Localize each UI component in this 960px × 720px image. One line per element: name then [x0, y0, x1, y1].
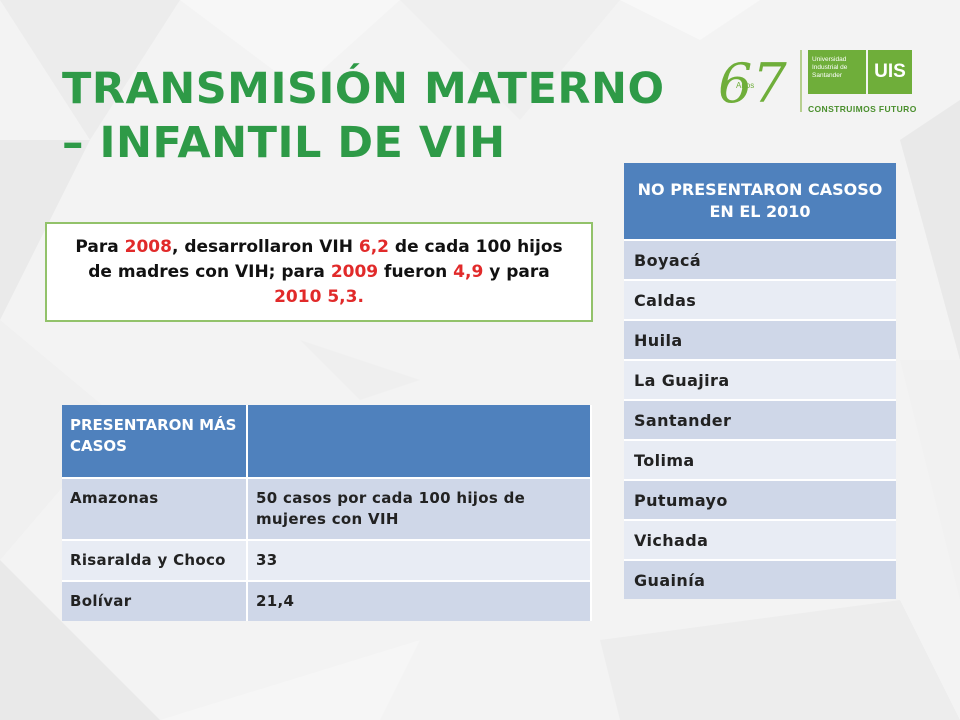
year-2010: 2010	[274, 286, 322, 307]
department-cell: Tolima	[624, 439, 896, 480]
department-cell: Vichada	[624, 519, 896, 560]
more-cases-header: PRESENTARON MÁS CASOS	[62, 405, 248, 478]
value-cell: 50 casos por cada 100 hijos de mujeres c…	[247, 477, 592, 540]
table-row: Putumayo	[624, 479, 896, 520]
page-title: TRANSMISIÓN MATERNO – INFANTIL DE VIH	[62, 62, 665, 170]
value-cell: 33	[247, 539, 592, 581]
department-cell: La Guajira	[624, 359, 896, 400]
logo-slogan: CONSTRUIMOS FUTURO	[808, 104, 917, 114]
table-row: Tolima	[624, 439, 896, 480]
department-cell: Boyacá	[624, 239, 896, 280]
table-row: Amazonas 50 casos por cada 100 hijos de …	[62, 477, 592, 540]
university-logo: 67 Años Universidad Industrial de Santan…	[712, 44, 916, 124]
place-cell: Bolívar	[62, 580, 248, 621]
more-cases-header-empty	[247, 405, 592, 478]
anos-word: Años	[736, 81, 754, 90]
callout-text-part: fueron	[378, 261, 454, 282]
department-cell: Caldas	[624, 279, 896, 320]
place-cell: Amazonas	[62, 477, 248, 540]
table-row: Guainía	[624, 559, 896, 599]
department-cell: Putumayo	[624, 479, 896, 520]
callout-text-part: y para	[483, 261, 550, 282]
value-2009: 4,9	[453, 261, 484, 282]
value-2008: 6,2	[358, 236, 390, 257]
table-row: Risaralda y Choco 33	[62, 539, 592, 581]
callout-text-part: de cada 100 hijos de madres con VIH; par…	[88, 236, 563, 282]
department-cell: Santander	[624, 399, 896, 440]
place-cell: Risaralda y Choco	[62, 539, 248, 581]
title-line-1: TRANSMISIÓN MATERNO	[62, 64, 665, 114]
callout-text-part: , desarrollaron VIH	[171, 236, 359, 257]
table-row: Santander	[624, 399, 896, 440]
value-cell: 21,4	[247, 580, 592, 621]
title-line-2: – INFANTIL DE VIH	[62, 118, 506, 168]
university-line-3: Santander	[812, 72, 842, 79]
department-cell: Huila	[624, 319, 896, 360]
table-row: La Guajira	[624, 359, 896, 400]
department-cell: Guainía	[624, 559, 896, 599]
anniversary-67-emblem: 67 Años	[718, 52, 787, 114]
table-row: Boyacá	[624, 239, 896, 280]
more-cases-table: PRESENTARON MÁS CASOS Amazonas 50 casos …	[62, 405, 592, 621]
no-cases-header: NO PRESENTARON CASOSO EN EL 2010	[624, 163, 896, 240]
callout-text: Para 2008, desarrollaron VIH 6,2 de cada…	[65, 235, 573, 310]
table-row: Caldas	[624, 279, 896, 320]
university-line-2: Industrial de	[812, 64, 848, 71]
university-name-box: Universidad Industrial de Santander	[808, 50, 866, 94]
anos-number: 67	[718, 52, 787, 114]
year-2008: 2008	[124, 236, 172, 257]
callout-text-part: Para	[75, 236, 125, 257]
uis-mark: UIS	[868, 50, 912, 94]
statistics-callout: Para 2008, desarrollaron VIH 6,2 de cada…	[45, 222, 593, 322]
value-2010: 5,3.	[321, 286, 364, 307]
table-row: Huila	[624, 319, 896, 360]
table-row: Vichada	[624, 519, 896, 560]
university-line-1: Universidad	[812, 56, 847, 63]
no-cases-table: NO PRESENTARON CASOSO EN EL 2010 Boyacá …	[624, 163, 896, 599]
logo-divider	[800, 50, 802, 112]
year-2009: 2009	[330, 261, 379, 282]
table-row: Bolívar 21,4	[62, 580, 592, 621]
